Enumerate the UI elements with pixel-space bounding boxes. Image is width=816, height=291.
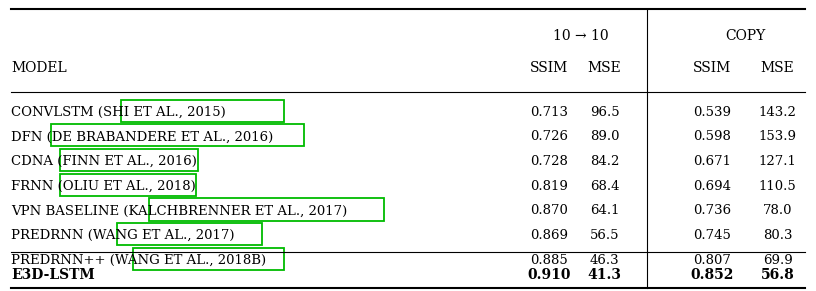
Text: 78.0: 78.0: [763, 205, 792, 217]
Text: 110.5: 110.5: [759, 180, 796, 193]
Text: 0.870: 0.870: [530, 205, 568, 217]
Text: 0.852: 0.852: [690, 268, 734, 282]
Text: CDNA (FINN ET AL., 2016): CDNA (FINN ET AL., 2016): [11, 155, 197, 168]
Text: MSE: MSE: [588, 61, 622, 75]
Bar: [60, 174, 196, 196]
Text: 0.910: 0.910: [527, 268, 571, 282]
Text: 41.3: 41.3: [588, 268, 622, 282]
Text: 69.9: 69.9: [763, 254, 792, 267]
Text: 0.726: 0.726: [530, 130, 568, 143]
Bar: [51, 124, 304, 146]
Text: 0.807: 0.807: [694, 254, 731, 267]
Text: PREDRNN (WANG ET AL., 2017): PREDRNN (WANG ET AL., 2017): [11, 229, 235, 242]
Text: PREDRNN++ (WANG ET AL., 2018B): PREDRNN++ (WANG ET AL., 2018B): [11, 254, 267, 267]
Text: 0.694: 0.694: [694, 180, 731, 193]
Text: 0.713: 0.713: [530, 106, 568, 118]
Text: 10 → 10: 10 → 10: [553, 29, 609, 43]
Text: 0.736: 0.736: [694, 205, 731, 217]
Bar: [117, 223, 262, 245]
Bar: [60, 149, 198, 171]
Text: 143.2: 143.2: [759, 106, 796, 118]
Text: E3D-LSTM: E3D-LSTM: [11, 268, 95, 282]
Text: 68.4: 68.4: [590, 180, 619, 193]
Text: 89.0: 89.0: [590, 130, 619, 143]
Text: 0.745: 0.745: [694, 229, 731, 242]
Text: 56.8: 56.8: [761, 268, 795, 282]
Text: 127.1: 127.1: [759, 155, 796, 168]
Bar: [149, 198, 384, 221]
Text: 0.869: 0.869: [530, 229, 568, 242]
Text: 0.885: 0.885: [530, 254, 568, 267]
Text: 0.819: 0.819: [530, 180, 568, 193]
Text: SSIM: SSIM: [694, 61, 731, 75]
Text: COPY: COPY: [725, 29, 765, 43]
Text: MODEL: MODEL: [11, 61, 67, 75]
Text: FRNN (OLIU ET AL., 2018): FRNN (OLIU ET AL., 2018): [11, 180, 196, 193]
Text: VPN BASELINE (KALCHBRENNER ET AL., 2017): VPN BASELINE (KALCHBRENNER ET AL., 2017): [11, 205, 348, 217]
Text: 96.5: 96.5: [590, 106, 619, 118]
Text: MSE: MSE: [761, 61, 795, 75]
Bar: [133, 248, 284, 270]
Text: CONVLSTM (SHI ET AL., 2015): CONVLSTM (SHI ET AL., 2015): [11, 106, 226, 118]
Text: 80.3: 80.3: [763, 229, 792, 242]
Text: 84.2: 84.2: [590, 155, 619, 168]
Text: 64.1: 64.1: [590, 205, 619, 217]
Text: 0.598: 0.598: [694, 130, 731, 143]
Text: DFN (DE BRABANDERE ET AL., 2016): DFN (DE BRABANDERE ET AL., 2016): [11, 130, 273, 143]
Text: SSIM: SSIM: [530, 61, 568, 75]
Text: 56.5: 56.5: [590, 229, 619, 242]
Text: 0.728: 0.728: [530, 155, 568, 168]
Bar: [121, 100, 284, 122]
Text: 153.9: 153.9: [759, 130, 796, 143]
Text: 0.671: 0.671: [694, 155, 731, 168]
Text: 0.539: 0.539: [694, 106, 731, 118]
Text: 46.3: 46.3: [590, 254, 619, 267]
